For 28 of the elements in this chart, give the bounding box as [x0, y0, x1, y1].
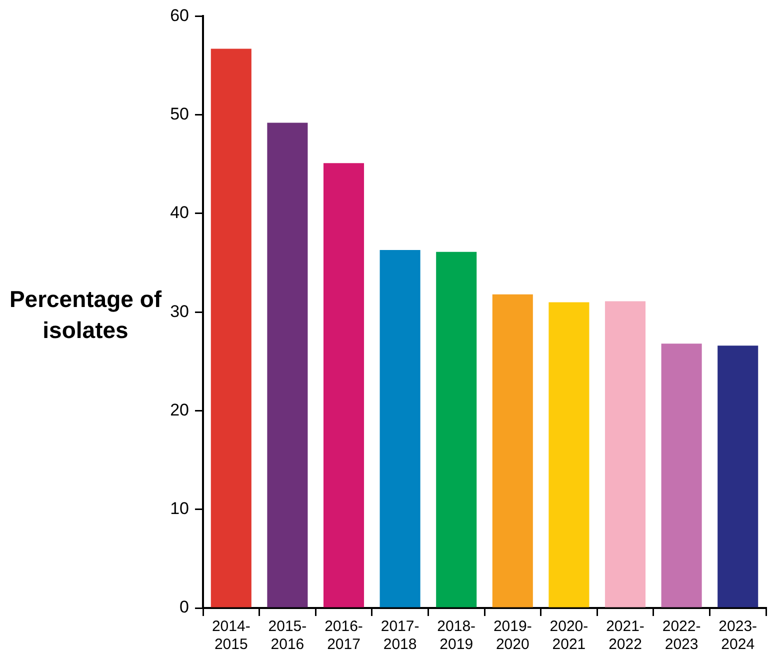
x-tick-label: 2018-2019: [437, 618, 476, 654]
x-tick-label: 2017-2018: [380, 618, 420, 654]
bar: [492, 294, 533, 608]
bar: [210, 48, 252, 608]
bar: [267, 122, 308, 608]
y-tick-label: 50: [170, 104, 189, 124]
y-tick-label: 0: [180, 598, 189, 617]
x-tick-label: 2016-2017: [324, 618, 363, 654]
bar: [436, 252, 477, 608]
x-tick-label: 2020-2021: [550, 618, 588, 654]
bar: [661, 344, 702, 608]
bar: [323, 163, 364, 608]
x-tick-label: 2014-2015: [212, 618, 250, 654]
y-axis-title: Percentage of isolates: [8, 285, 163, 345]
y-tick-label: 60: [170, 6, 189, 25]
bar: [380, 250, 420, 608]
y-tick-label: 30: [170, 302, 189, 321]
y-tick-label: 40: [170, 203, 189, 222]
x-tick-label: 2021-2022: [606, 618, 644, 654]
y-tick-label: 10: [170, 499, 189, 518]
bar: [548, 302, 590, 608]
bar: [604, 301, 646, 608]
y-tick-label: 20: [170, 400, 189, 420]
x-tick-label: 2019-2020: [493, 618, 532, 654]
x-tick-label: 2015-2016: [268, 618, 307, 654]
bar: [718, 346, 758, 608]
x-tick-label: 2022-2023: [662, 618, 701, 654]
x-tick-label: 2023-2024: [718, 618, 758, 654]
